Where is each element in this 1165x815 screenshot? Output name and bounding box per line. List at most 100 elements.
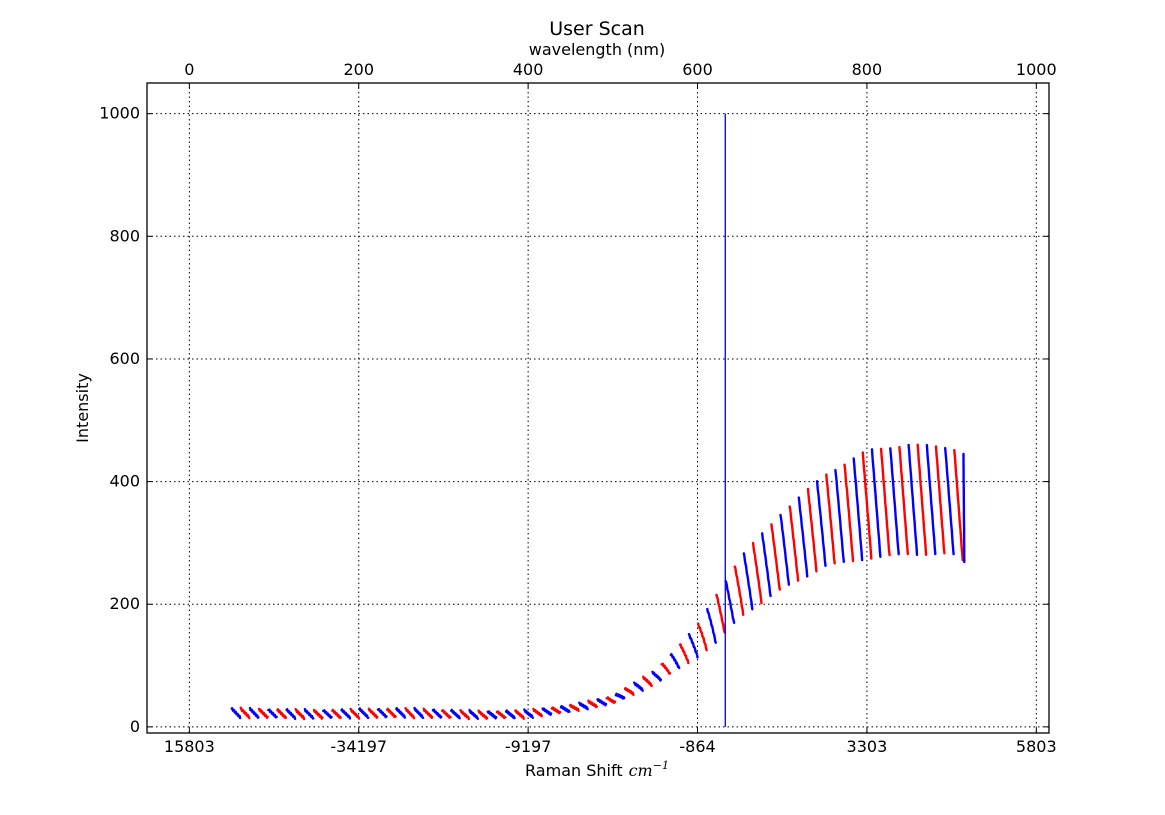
- top-tick-label: 800: [852, 60, 883, 79]
- top-tick-label: 400: [513, 60, 544, 79]
- scan-sweep-segment: [797, 496, 809, 578]
- scan-sweep-segment: [916, 443, 928, 556]
- scan-sweep-segment: [733, 565, 745, 616]
- scan-sweep-segment: [870, 448, 882, 558]
- scan-sweep-segment: [322, 709, 333, 719]
- bottom-tick-label: -9197: [505, 737, 552, 756]
- y-tick-label: 600: [109, 349, 140, 368]
- scan-sweep-segment: [413, 706, 425, 720]
- scan-sweep-segment: [495, 710, 507, 720]
- x-axis-unit: cm: [629, 761, 653, 780]
- scan-sweep-segment: [770, 523, 781, 591]
- scan-sweep-segment: [568, 703, 580, 713]
- series-group: [230, 443, 966, 721]
- scan-sweep-segment: [230, 707, 242, 720]
- scan-sweep-segment: [761, 532, 772, 598]
- top-tick-label: 0: [184, 60, 194, 79]
- scan-sweep-segment: [788, 505, 800, 582]
- scan-sweep-segment: [596, 698, 608, 707]
- top-tick-label: 1000: [1016, 60, 1057, 79]
- grid-lines: [147, 83, 1049, 733]
- y-tick-label: 200: [109, 594, 140, 613]
- y-axis-title: Intensity: [73, 373, 92, 443]
- scan-sweep-segment: [358, 707, 370, 720]
- plot-frame: [146, 82, 1050, 734]
- x-axis-unit-exponent: −1: [653, 759, 669, 772]
- y-tick-label: 1000: [99, 104, 140, 123]
- scan-sweep-segment: [907, 443, 919, 556]
- scan-sweep-segment: [367, 707, 379, 719]
- scan-sweep-segment: [587, 699, 598, 709]
- top-tick-label: 200: [343, 60, 374, 79]
- scan-sweep-segment: [633, 681, 644, 692]
- scan-sweep-segment: [925, 443, 937, 556]
- scan-sweep-segment: [559, 704, 571, 713]
- scan-sweep-segment: [468, 708, 480, 720]
- y-tick-label: 0: [130, 717, 140, 736]
- scan-sweep-segment: [276, 708, 287, 719]
- scan-sweep-segment: [285, 708, 297, 720]
- scan-sweep-segment: [944, 446, 955, 556]
- scan-sweep-segment: [605, 696, 617, 704]
- scan-sweep-segment: [514, 709, 525, 720]
- bottom-tick-label: 5803: [1016, 737, 1057, 756]
- scan-sweep-segment: [477, 709, 489, 720]
- scan-sweep-segment: [541, 707, 553, 716]
- scan-sweep-segment: [697, 622, 708, 652]
- scan-sweep-segment: [724, 579, 736, 624]
- scan-sweep-segment: [852, 457, 864, 562]
- scan-sweep-segment: [642, 675, 653, 687]
- scan-sweep-segment: [706, 607, 717, 644]
- scan-sweep-segment: [550, 706, 562, 715]
- scan-sweep-segment: [523, 708, 534, 719]
- bottom-tick-label: -34197: [330, 737, 387, 756]
- axes-group: 0 15803 200 -34197 400 -9197 600 -864 800 3303 100…: [99, 60, 1056, 756]
- scan-sweep-segment: [431, 708, 443, 719]
- scan-sweep-segment: [340, 708, 352, 720]
- scan-sweep-segment: [248, 706, 260, 719]
- y-tick-label: 800: [109, 226, 140, 245]
- scan-sweep-segment: [953, 448, 964, 562]
- scan-sweep-segment: [669, 653, 681, 670]
- scan-sweep-segment: [440, 709, 452, 719]
- scan-sweep-segment: [806, 487, 818, 573]
- scan-sweep-segment: [678, 643, 690, 665]
- chart-title: User Scan: [549, 18, 645, 40]
- scan-sweep-segment: [889, 447, 900, 556]
- scan-sweep-segment: [834, 468, 845, 563]
- scan-sweep-segment: [879, 447, 891, 557]
- scan-sweep-segment: [660, 662, 672, 675]
- scan-sweep-segment: [532, 707, 544, 718]
- top-tick-label: 600: [682, 60, 713, 79]
- scan-sweep-segment: [843, 463, 855, 563]
- scan-sweep-segment: [779, 513, 791, 586]
- scan-sweep-segment: [422, 707, 434, 720]
- scan-sweep-segment: [751, 541, 763, 605]
- x-axis-title: Raman Shift cm−1: [525, 759, 669, 780]
- scan-sweep-segment: [257, 707, 269, 719]
- y-tick-label: 400: [109, 472, 140, 491]
- scan-sweep-segment: [486, 710, 498, 720]
- scan-sweep-segment: [687, 632, 699, 659]
- scan-sweep-segment: [651, 670, 663, 682]
- scan-sweep-segment: [715, 593, 727, 634]
- scan-sweep-segment: [861, 451, 873, 560]
- scan-sweep-segment: [239, 706, 251, 720]
- top-axis-title: wavelength (nm): [529, 40, 666, 59]
- scan-sweep-segment: [962, 452, 966, 564]
- scan-sweep-segment: [312, 708, 324, 720]
- scan-sweep-segment: [404, 707, 416, 720]
- scan-sweep-segment: [294, 707, 306, 721]
- scan-sweep-segment: [303, 707, 315, 720]
- scan-sweep-segment: [504, 709, 516, 720]
- scan-sweep-segment: [459, 709, 470, 721]
- bottom-tick-label: 15803: [164, 737, 215, 756]
- scan-sweep-segment: [376, 708, 388, 719]
- scan-sweep-segment: [825, 473, 836, 565]
- bottom-tick-label: -864: [679, 737, 715, 756]
- scan-sweep-segment: [450, 708, 461, 720]
- scan-sweep-segment: [623, 686, 635, 696]
- scan-sweep-segment: [934, 445, 946, 555]
- scan-sweep-segment: [614, 692, 626, 700]
